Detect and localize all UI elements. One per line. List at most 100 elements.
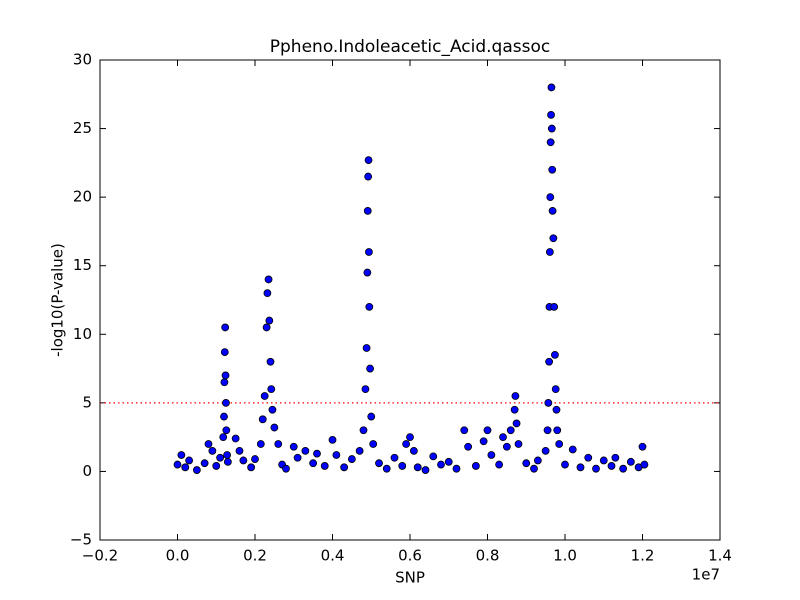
point [502,442,511,451]
point [208,446,217,455]
point [200,459,209,468]
point [382,464,391,473]
y-tick-label: 10 [73,325,92,343]
point [510,405,519,414]
point [256,440,265,448]
point [444,457,453,466]
point [220,378,229,387]
point [320,462,329,470]
y-tick-label: 5 [82,393,92,411]
x-tick-label: 1.0 [553,547,577,565]
point [361,385,370,394]
point [366,364,374,373]
point [533,456,542,465]
point [263,289,272,298]
y-tick-label: −5 [70,531,92,549]
point [626,457,635,466]
point [173,460,182,469]
point [364,156,373,165]
point [235,446,244,455]
point [619,464,628,473]
point [216,453,225,462]
point [369,440,378,448]
point [483,426,492,435]
point [429,452,438,461]
point [289,442,298,451]
point [177,451,186,459]
point [495,460,504,469]
point [309,459,318,468]
point [340,463,349,472]
point [266,357,275,366]
point [599,456,608,465]
x-tick-label: −0.2 [82,547,118,565]
point [464,442,473,451]
point [548,206,557,215]
point [265,316,274,325]
point [282,464,290,473]
point [219,433,228,442]
point [301,446,310,455]
point [638,442,647,451]
point [545,248,554,256]
point [251,455,259,463]
point [402,440,411,448]
point [313,449,321,458]
point [262,323,271,332]
x-tick-label: 0.4 [321,547,345,565]
point [522,459,531,468]
point [561,460,569,469]
point [367,412,376,421]
point [550,302,559,311]
y-tick-label: 0 [82,462,92,480]
point [499,433,507,442]
point [584,453,593,462]
point [375,459,383,468]
point [568,445,577,454]
point [413,463,422,472]
point [332,451,341,459]
point [347,455,356,463]
point [258,415,267,424]
point [365,302,374,311]
point [363,268,372,277]
point [212,462,221,470]
plot-frame [99,59,721,541]
point [264,275,273,284]
point [220,412,228,421]
x-tick-label: 0.2 [243,547,267,565]
point [471,462,480,470]
point [452,464,461,473]
point [576,463,585,472]
y-tick-label: 15 [73,256,92,274]
point [547,110,555,119]
point [239,456,248,465]
y-tick-label: 30 [73,51,92,69]
point [552,405,561,414]
x-tick-label: 0.8 [476,547,500,565]
point [511,392,520,400]
point [611,453,620,462]
point [223,451,232,459]
y-tick-label: 20 [73,188,92,206]
point [363,206,372,215]
point [221,371,230,380]
point [268,405,277,414]
point [364,172,373,181]
point [548,165,557,174]
point [607,462,616,470]
point [512,419,521,428]
point [546,193,555,202]
point [260,392,269,400]
y-axis-label: -log10(P-value) [49,243,67,357]
point [553,426,562,435]
point [362,344,371,352]
point [479,437,488,446]
point [547,83,556,92]
point [359,426,368,435]
point [247,463,256,472]
chart-title: Ppheno.Indoleacetic_Acid.qassoc [270,37,550,57]
point [274,440,283,448]
point [409,446,418,455]
